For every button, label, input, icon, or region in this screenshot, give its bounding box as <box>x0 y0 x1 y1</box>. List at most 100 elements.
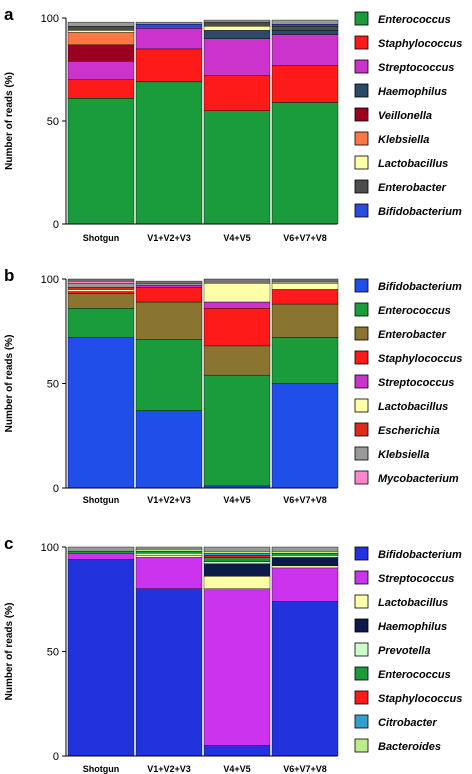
legend-label: Staphylococcus <box>378 693 462 705</box>
bar-segment-enterococcus <box>67 98 135 225</box>
legend-swatch <box>354 131 369 146</box>
legend-swatch <box>354 738 369 753</box>
panel-c: c Number of reads (%) Shotgun V1+V2+V3 V4+V5… <box>4 534 462 774</box>
legend-label: Citrobacter <box>378 717 437 729</box>
bar-segment-other <box>67 278 135 282</box>
y-tick-label: 0 <box>53 483 59 495</box>
bar-segment-bifidobacterium <box>67 337 135 489</box>
bar-segment-klebsiella <box>67 32 135 45</box>
legend-swatch <box>354 594 369 609</box>
bar-segment-bacteroides <box>271 550 339 554</box>
legend-label: Klebsiella <box>378 449 429 461</box>
legend-swatch <box>354 179 369 194</box>
x-tick-label: V6+V7+V8 <box>283 495 327 505</box>
bar-segment-staphylococcus <box>271 289 339 305</box>
bar-segment-enterococcus <box>203 557 271 562</box>
legend-label: Mycobacterium <box>378 473 459 485</box>
x-tick-label: V1+V2+V3 <box>147 495 191 505</box>
panel-a: a Number of reads (%) Shotgun V1+V2+V3 V4+V5… <box>4 5 462 243</box>
bar-segment-streptococcus <box>135 557 203 590</box>
legend-label: Enterobacter <box>378 182 447 194</box>
bar-segment-other <box>271 546 339 552</box>
legend-label: Staphylococcus <box>378 353 462 365</box>
bar-segment-enterococcus <box>135 339 203 411</box>
bar-segment-other <box>67 21 135 27</box>
bar-segment-staphylococcus <box>271 65 339 103</box>
legend-label: Lactobacillus <box>378 158 448 170</box>
legend-swatch <box>354 374 369 389</box>
legend-swatch <box>354 570 369 585</box>
bar-segment-haemophilus <box>203 30 271 39</box>
bar-segment-other <box>203 546 271 552</box>
bar-segment-staphylococcus <box>135 48 203 83</box>
bar-segment-streptococcus <box>135 285 203 288</box>
bar-segment-prevotella <box>203 561 271 564</box>
legend-label: Bifidobacterium <box>378 281 462 293</box>
bar-segment-lactobacillus <box>67 30 135 33</box>
legend-label: Haemophilus <box>378 86 447 98</box>
bar-segment-haemophilus <box>203 563 271 577</box>
legend-swatch <box>354 326 369 341</box>
bar-segment-enterobacter <box>203 345 271 376</box>
x-tick-label: V1+V2+V3 <box>147 233 191 243</box>
bar-segment-other <box>203 19 271 23</box>
legend-label: Staphylococcus <box>378 38 462 50</box>
bar-segment-other <box>271 19 339 25</box>
bar-segment-veillonella <box>67 44 135 62</box>
bar-segment-enterococcus <box>271 553 339 556</box>
bar-segment-enterobacter <box>135 301 203 340</box>
legend-swatch <box>354 83 369 98</box>
y-tick-label: 50 <box>47 647 59 659</box>
bar-segment-bifidobacterium <box>135 23 203 29</box>
bar-segment-staphylococcus <box>67 79 135 99</box>
bar-segment-other <box>135 280 203 284</box>
bar-segment-bifidobacterium <box>271 601 339 757</box>
y-axis-title: Number of reads (%) <box>4 603 15 701</box>
legend-swatch <box>354 422 369 437</box>
y-axis-title: Number of reads (%) <box>4 72 15 170</box>
y-tick-label: 100 <box>41 542 59 554</box>
legend-swatch <box>354 203 369 218</box>
bar-segment-bifidobacterium <box>271 383 339 489</box>
bar-segment-streptococcus <box>203 588 271 746</box>
bar-segment-staphylococcus <box>67 291 135 294</box>
x-tick-label: Shotgun <box>83 233 120 243</box>
bar-segment-other <box>271 278 339 282</box>
bar-segment-bacteroides <box>203 550 271 554</box>
bar-segment-klebsiella <box>271 280 339 284</box>
bar-segment-klebsiella <box>67 282 135 288</box>
legend-label: Bifidobacterium <box>378 206 462 218</box>
legend-swatch <box>354 690 369 705</box>
bar-segment-lactobacillus <box>135 555 203 558</box>
y-tick-label: 50 <box>47 379 59 391</box>
legend-swatch <box>354 302 369 317</box>
legend-swatch <box>354 714 369 729</box>
bar-segment-bacteroides <box>135 548 203 552</box>
bar-segment-other <box>135 21 203 25</box>
legend-swatch <box>354 446 369 461</box>
bar-segment-enterobacter <box>67 293 135 309</box>
bar-segment-streptococcus <box>135 28 203 50</box>
legend-label: Enterococcus <box>378 669 451 681</box>
bar-segment-lactobacillus <box>203 26 271 31</box>
bar-segment-streptococcus <box>203 301 271 309</box>
legend-swatch <box>354 107 369 122</box>
legend-swatch <box>354 398 369 413</box>
bar-segment-haemophilus <box>271 30 339 35</box>
bar-segment-streptococcus <box>271 34 339 66</box>
x-tick-label: V6+V7+V8 <box>283 233 327 243</box>
legend-label: Enterococcus <box>378 14 451 26</box>
bar-segment-enterobacter <box>271 303 339 338</box>
bar-segment-klebsiella <box>135 282 203 286</box>
legend-label: Bifidobacterium <box>378 549 462 561</box>
bar-segment-bifidobacterium <box>135 588 203 757</box>
legend-swatch <box>354 618 369 633</box>
bar-segment-enterococcus <box>135 81 203 225</box>
bar-segment-other <box>203 278 271 284</box>
x-tick-label: V1+V2+V3 <box>147 764 191 774</box>
panel-letter: a <box>4 5 14 24</box>
bar-segment-enterococcus <box>271 102 339 225</box>
bar-segment-lactobacillus <box>203 576 271 590</box>
legend-label: Bacteroides <box>378 741 441 753</box>
